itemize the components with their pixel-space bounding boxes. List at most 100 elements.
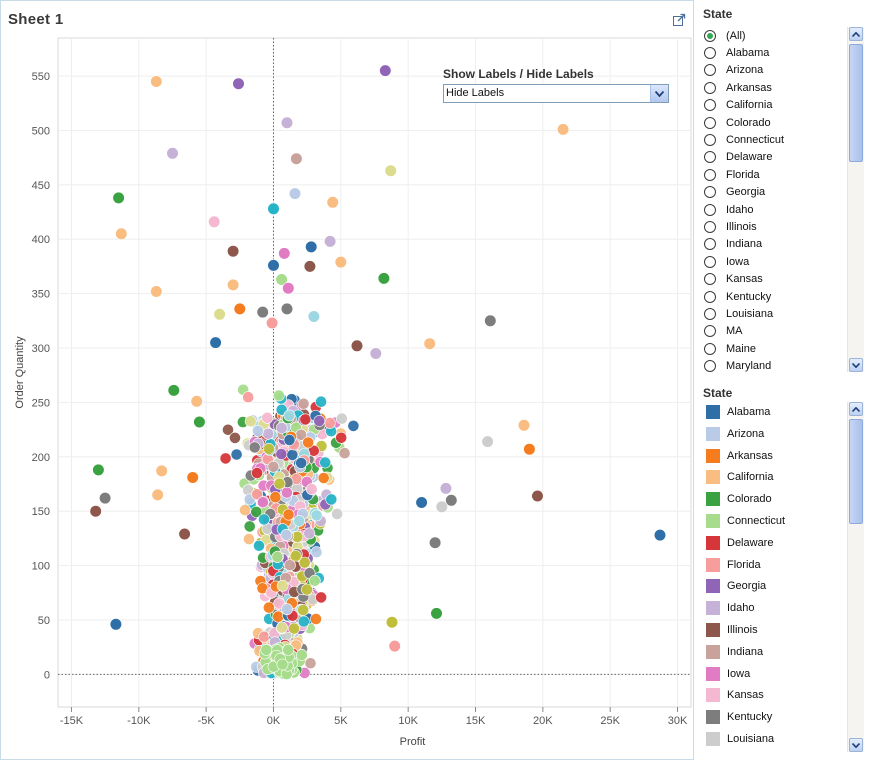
radio-button[interactable] xyxy=(704,64,716,77)
filter-option[interactable]: Alabama xyxy=(704,44,769,61)
data-point xyxy=(335,431,348,444)
legend-item[interactable]: Arizona xyxy=(706,425,764,443)
filter-option[interactable]: Connecticut xyxy=(704,131,784,148)
worksheet: Sheet 1 -15K -10K -5K 0K 5K 10K 15K 20K 25K 30K 0 5… xyxy=(0,0,694,760)
legend-scrollbar[interactable] xyxy=(847,402,864,752)
filter-option[interactable]: Illinois xyxy=(704,218,757,235)
data-point xyxy=(213,308,226,321)
legend-item[interactable]: Florida xyxy=(706,556,761,574)
state-color-legend: State Alabama Arizona Arkansas California Co… xyxy=(697,380,875,760)
data-point xyxy=(429,536,442,549)
legend-item[interactable]: Delaware xyxy=(706,534,773,552)
filter-option[interactable]: Kentucky xyxy=(704,288,771,305)
filter-option[interactable]: (All) xyxy=(704,27,746,44)
filter-option-label: Colorado xyxy=(726,116,771,129)
filter-scrollbar[interactable] xyxy=(847,27,864,372)
data-point xyxy=(310,509,323,522)
data-point xyxy=(331,508,343,520)
legend-item[interactable]: Iowa xyxy=(706,665,750,683)
legend-swatch xyxy=(706,666,720,681)
filter-option[interactable]: Idaho xyxy=(704,201,754,218)
radio-button[interactable] xyxy=(704,360,716,373)
scroll-thumb[interactable] xyxy=(849,44,863,162)
data-point xyxy=(89,505,102,518)
radio-button[interactable] xyxy=(704,116,716,129)
filter-option[interactable]: Arkansas xyxy=(704,79,772,96)
radio-button[interactable] xyxy=(704,325,716,338)
radio-button[interactable] xyxy=(704,342,716,355)
legend-label: Delaware xyxy=(727,536,774,549)
legend-item[interactable]: Louisiana xyxy=(706,730,774,748)
radio-button[interactable] xyxy=(704,203,716,216)
filter-option[interactable]: Iowa xyxy=(704,253,749,270)
legend-item[interactable]: Indiana xyxy=(706,643,763,661)
filter-option[interactable]: Indiana xyxy=(704,236,762,253)
legend-item[interactable]: Illinois xyxy=(706,621,758,639)
legend-item[interactable]: California xyxy=(706,468,773,486)
data-point xyxy=(253,539,265,552)
radio-button[interactable] xyxy=(704,307,716,320)
data-point xyxy=(227,278,240,292)
radio-button[interactable] xyxy=(704,168,716,181)
filter-option[interactable]: Arizona xyxy=(704,62,763,79)
legend-label: Kentucky xyxy=(727,711,773,724)
legend-swatch xyxy=(706,732,720,746)
popout-icon[interactable] xyxy=(672,13,686,27)
legend-item[interactable]: Alabama xyxy=(706,403,770,421)
radio-button[interactable] xyxy=(704,46,716,59)
scroll-thumb[interactable] xyxy=(849,419,863,524)
data-point xyxy=(263,442,275,455)
legend-item[interactable]: Idaho xyxy=(706,599,755,617)
filter-option[interactable]: Delaware xyxy=(704,149,772,166)
filter-option[interactable]: Florida xyxy=(704,166,760,183)
radio-button[interactable] xyxy=(704,186,716,199)
dropdown-button[interactable] xyxy=(650,85,668,102)
legend-label: Connecticut xyxy=(727,515,786,527)
radio-button[interactable] xyxy=(704,273,716,286)
radio-button[interactable] xyxy=(704,99,716,112)
y-tick-label: 100 xyxy=(32,561,50,573)
scroll-up-button[interactable] xyxy=(849,402,863,416)
filter-option[interactable]: Louisiana xyxy=(704,305,773,322)
scatter-plot[interactable]: -15K -10K -5K 0K 5K 10K 15K 20K 25K 30K 0 50 100 150 2… xyxy=(1,1,695,761)
radio-button[interactable] xyxy=(704,238,716,251)
radio-button[interactable] xyxy=(704,133,716,146)
data-point xyxy=(272,389,285,402)
radio-button[interactable] xyxy=(704,290,716,303)
legend-item[interactable]: Arkansas xyxy=(706,447,773,465)
filter-option[interactable]: Kansas xyxy=(704,271,763,288)
legend-item[interactable]: Colorado xyxy=(706,490,772,508)
scroll-down-button[interactable] xyxy=(849,738,863,752)
radio-button[interactable] xyxy=(704,255,716,268)
legend-item[interactable]: Kentucky xyxy=(706,708,772,726)
chevron-down-icon xyxy=(852,742,860,748)
data-point xyxy=(282,644,295,656)
data-point xyxy=(319,456,332,469)
filter-option[interactable]: Maine xyxy=(704,340,756,357)
data-point xyxy=(239,504,251,516)
data-point xyxy=(379,64,392,77)
filter-option[interactable]: Colorado xyxy=(704,114,771,131)
legend-item[interactable]: Georgia xyxy=(706,577,766,595)
data-point xyxy=(653,528,667,542)
scroll-down-button[interactable] xyxy=(849,358,863,372)
data-point xyxy=(252,424,264,437)
filter-option[interactable]: MA xyxy=(704,323,743,340)
data-point xyxy=(385,616,399,629)
data-point xyxy=(435,500,448,513)
radio-button[interactable] xyxy=(704,29,716,42)
radio-button[interactable] xyxy=(704,151,716,164)
filter-option[interactable]: California xyxy=(704,97,772,114)
radio-button[interactable] xyxy=(704,81,716,94)
x-tick-label: 20K xyxy=(533,715,553,727)
filter-option[interactable]: Georgia xyxy=(704,184,765,201)
legend-item[interactable]: Connecticut xyxy=(706,512,785,530)
filter-option[interactable]: Maryland xyxy=(704,358,771,375)
data-point xyxy=(230,448,243,461)
legend-item[interactable]: Kansas xyxy=(706,686,764,704)
label-toggle-dropdown[interactable]: Hide Labels xyxy=(443,84,669,103)
scroll-up-button[interactable] xyxy=(849,27,863,41)
data-point xyxy=(481,435,494,448)
data-point xyxy=(242,391,255,404)
radio-button[interactable] xyxy=(704,220,716,233)
